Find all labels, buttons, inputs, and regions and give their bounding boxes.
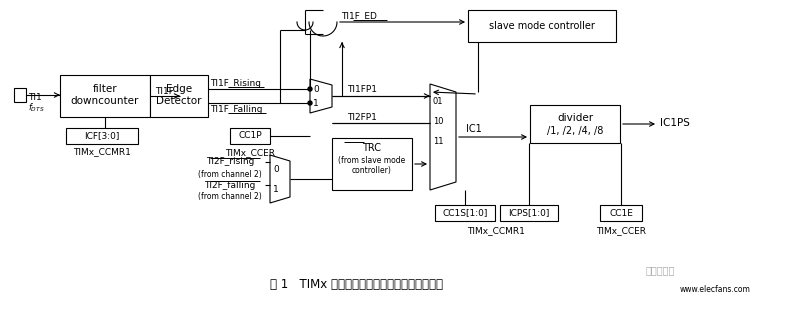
Bar <box>14 88 26 102</box>
Text: (from channel 2): (from channel 2) <box>198 193 262 201</box>
Text: Detector: Detector <box>156 96 201 106</box>
Bar <box>66 128 138 144</box>
Text: TI2F_rising: TI2F_rising <box>206 158 255 167</box>
Text: 0: 0 <box>273 164 279 173</box>
Text: TI1FP1: TI1FP1 <box>347 86 377 95</box>
Bar <box>230 128 270 144</box>
Text: 01: 01 <box>433 98 443 107</box>
Polygon shape <box>270 155 290 203</box>
Text: (from channel 2): (from channel 2) <box>198 170 262 179</box>
Bar <box>600 205 642 221</box>
Text: TIMx_CCER: TIMx_CCER <box>225 149 275 158</box>
Bar <box>150 75 208 117</box>
Bar <box>500 205 558 221</box>
Text: filter: filter <box>93 84 117 94</box>
Bar <box>468 10 616 42</box>
Text: TI1F: TI1F <box>155 87 174 95</box>
Circle shape <box>308 101 312 105</box>
Text: CC1P: CC1P <box>238 132 262 141</box>
Text: IC1: IC1 <box>466 124 482 134</box>
Text: ICPS[1:0]: ICPS[1:0] <box>508 209 550 218</box>
Text: 11: 11 <box>433 138 443 146</box>
Text: 图 1   TIMx 工作在捕获模式下一个通道的示意图: 图 1 TIMx 工作在捕获模式下一个通道的示意图 <box>270 278 443 291</box>
Text: 1: 1 <box>313 99 319 108</box>
Text: /1, /2, /4, /8: /1, /2, /4, /8 <box>547 126 603 136</box>
Text: 0: 0 <box>313 84 319 94</box>
Text: 10: 10 <box>433 117 443 126</box>
Text: 电子发烧友: 电子发烧友 <box>646 265 675 275</box>
Text: TI1F_ED: TI1F_ED <box>341 11 377 20</box>
Text: divider: divider <box>557 113 593 123</box>
Polygon shape <box>430 84 456 190</box>
Text: TRC: TRC <box>362 143 381 153</box>
Text: controller): controller) <box>352 167 392 176</box>
Text: ICF[3:0]: ICF[3:0] <box>84 132 120 141</box>
Text: TIMx_CCER: TIMx_CCER <box>596 226 646 235</box>
Text: TI2FP1: TI2FP1 <box>347 112 377 121</box>
Text: TI2F_falling: TI2F_falling <box>205 180 255 189</box>
Text: $f_{DTS}$: $f_{DTS}$ <box>28 101 44 113</box>
Text: TIMx_CCMR1: TIMx_CCMR1 <box>73 147 131 156</box>
Text: TI1: TI1 <box>28 93 42 102</box>
Bar <box>332 138 412 190</box>
Text: Edge: Edge <box>166 84 192 94</box>
Circle shape <box>308 87 312 91</box>
Text: slave mode controller: slave mode controller <box>489 21 595 31</box>
Text: 1: 1 <box>273 185 279 194</box>
Bar <box>530 105 620 143</box>
Text: (from slave mode: (from slave mode <box>339 155 406 164</box>
Bar <box>60 75 150 117</box>
Text: downcounter: downcounter <box>71 96 140 106</box>
Text: CC1S[1:0]: CC1S[1:0] <box>442 209 488 218</box>
Polygon shape <box>310 79 332 113</box>
Text: TI1F_Rising: TI1F_Rising <box>210 78 262 87</box>
Text: TIMx_CCMR1: TIMx_CCMR1 <box>468 226 526 235</box>
Text: CC1E: CC1E <box>609 209 633 218</box>
Text: TI1F_Falling: TI1F_Falling <box>210 104 262 113</box>
Text: www.elecfans.com: www.elecfans.com <box>680 286 751 294</box>
Bar <box>435 205 495 221</box>
Text: IC1PS: IC1PS <box>660 118 690 128</box>
